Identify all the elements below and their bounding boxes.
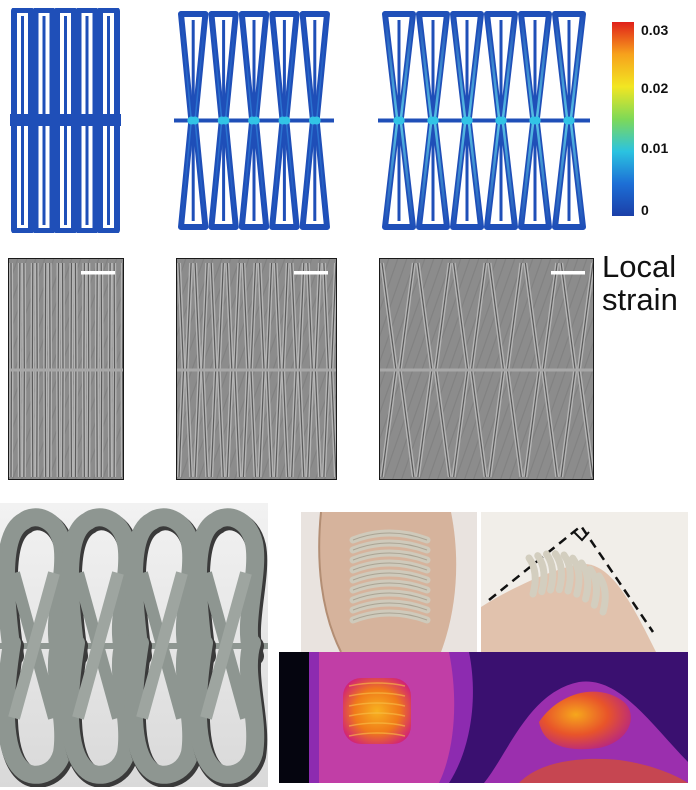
colorbar-tick-label: 0.02 [641, 80, 669, 96]
fem-node [566, 116, 575, 125]
device-strip [569, 554, 583, 598]
knee-bent-photo [481, 512, 688, 652]
fem-node [532, 116, 541, 125]
render-serpentine-loop [188, 634, 265, 784]
fem-node [396, 116, 405, 125]
scale-bar [81, 271, 115, 275]
fem-serpentine-loop [11, 8, 34, 233]
colorbar-gradient [612, 22, 634, 216]
scale-bar [551, 271, 585, 275]
fem-serpentine-loop [32, 8, 56, 233]
fem-high-stretch [378, 11, 590, 230]
render-diagonal [136, 571, 188, 720]
thermal-device-strip [348, 712, 406, 717]
render-diagonal [200, 571, 252, 720]
fem-serpentine-loop [97, 8, 120, 233]
serpentine-3d-render [0, 503, 268, 787]
thermal-device-strip [348, 692, 406, 697]
local-strain-label-line1: Local [602, 249, 677, 284]
device-strip-edge [352, 532, 428, 541]
sem-image-high-stretch [379, 258, 594, 480]
sem-image-unstretched [8, 258, 124, 480]
device-strip [534, 552, 548, 596]
sem-texture [380, 259, 408, 338]
device-strip [551, 550, 565, 594]
device-strip [586, 565, 600, 609]
device-strip-edge [352, 592, 428, 601]
fem-node [221, 116, 230, 125]
thermal-lower-warm [519, 758, 688, 783]
local-strain-label-line2: strain [602, 282, 678, 317]
angle-dashed-lines [488, 524, 655, 633]
thermal-device-strip [348, 732, 406, 737]
device-strip-edge [352, 542, 428, 551]
fem-node [312, 116, 321, 125]
sem-texture [380, 259, 417, 363]
thermal-device-strip [348, 722, 406, 727]
right-angle-marker [573, 531, 590, 542]
render-serpentine-loop [60, 508, 137, 662]
thermal-hotspot-bent [539, 691, 631, 750]
fem-node [498, 116, 507, 125]
fem-serpentine-loop [75, 8, 99, 233]
render-serpentine-loop [0, 508, 73, 662]
strain-colorbar [612, 22, 634, 216]
thermal-device-strip [348, 682, 406, 687]
fem-node [251, 116, 260, 125]
knee-front-photo [301, 512, 477, 652]
fem-serpentine-loop [54, 8, 77, 233]
colorbar-tick-label: 0.03 [641, 22, 669, 38]
sem-texture [563, 393, 593, 479]
device-strip [595, 572, 609, 616]
device-strip-edge [352, 582, 428, 591]
render-diagonal [72, 571, 124, 720]
device-strip-edge [352, 612, 428, 621]
render-serpentine-loop [0, 634, 73, 784]
device-strip [525, 554, 539, 598]
thermal-device-strip [348, 702, 406, 707]
device-strip-edge [352, 572, 428, 581]
fem-node [191, 116, 200, 125]
device-strip-edge [352, 602, 428, 611]
sem-texture [93, 393, 123, 479]
sem-texture [572, 419, 593, 479]
thermal-image [279, 652, 688, 783]
thermal-dark-edge [279, 652, 309, 783]
render-serpentine-loop [60, 634, 137, 784]
device-strip [543, 550, 557, 594]
fem-node [464, 116, 473, 125]
scale-bar [294, 271, 328, 275]
device-strip-edge [352, 552, 428, 561]
device-strip [560, 551, 574, 595]
device-strip-edge [352, 562, 428, 571]
render-diagonal [8, 571, 60, 720]
fem-unstretched [8, 8, 123, 233]
fem-node [282, 116, 291, 125]
sem-texture [177, 259, 214, 363]
colorbar-tick-label: 0.01 [641, 140, 669, 156]
fem-medium-stretch [174, 11, 334, 230]
thermal-hotspot-front [343, 678, 411, 744]
render-serpentine-loop [188, 508, 265, 662]
sem-texture [315, 419, 336, 479]
render-serpentine-loop [124, 634, 201, 784]
render-serpentine-loop [124, 508, 201, 662]
sem-texture [9, 259, 28, 312]
device-strip [578, 559, 592, 603]
sem-image-medium-stretch [176, 258, 337, 480]
local-strain-label: Local strain [602, 250, 678, 316]
fem-node [430, 116, 439, 125]
knee-contour [318, 512, 342, 652]
colorbar-tick-label: 0 [641, 202, 649, 218]
bent-knee-skin [481, 563, 656, 652]
